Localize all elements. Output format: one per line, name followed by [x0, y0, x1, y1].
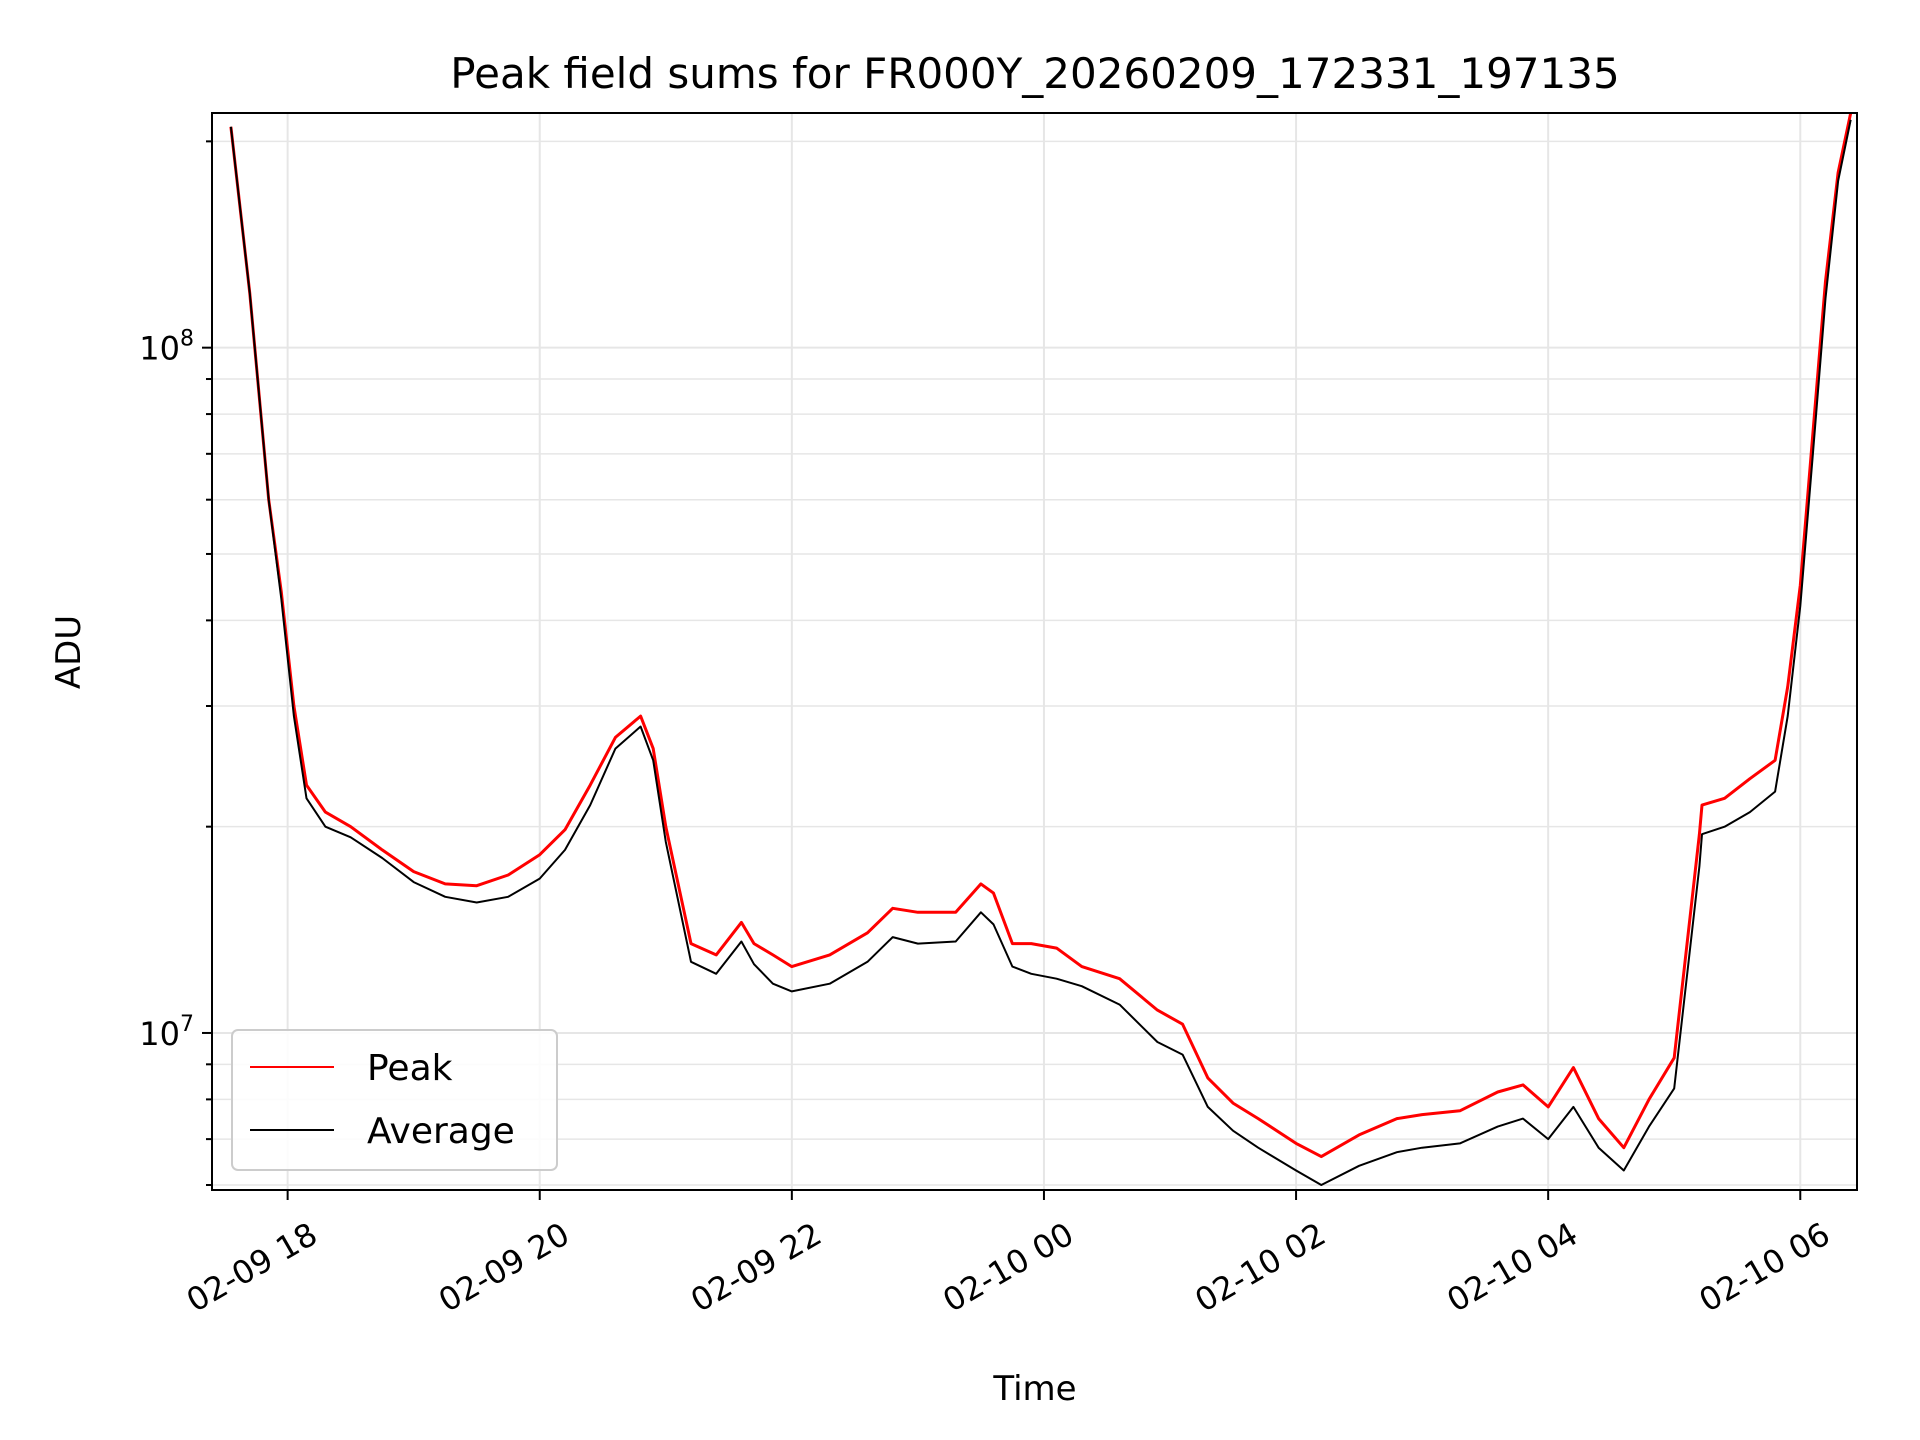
- y-axis: 107 108: [139, 140, 212, 1186]
- y-tick-label: 107: [139, 1012, 194, 1053]
- series-lines: [229, 113, 1853, 1186]
- y-axis-title: ADU: [49, 615, 89, 689]
- legend-box: [231, 1029, 558, 1171]
- y-tick-label: 108: [139, 327, 194, 368]
- series-line-average: [229, 119, 1852, 1186]
- chart-title: Peak field sums for FR000Y_20260209_1723…: [450, 49, 1619, 98]
- legend-label-average: Average: [367, 1111, 515, 1152]
- x-axis-title: Time: [992, 1369, 1076, 1409]
- legend: Peak Average: [231, 1029, 558, 1171]
- legend-label-peak: Peak: [367, 1048, 453, 1089]
- plot-frame: [211, 112, 1858, 1191]
- series-line-peak: [229, 113, 1853, 1159]
